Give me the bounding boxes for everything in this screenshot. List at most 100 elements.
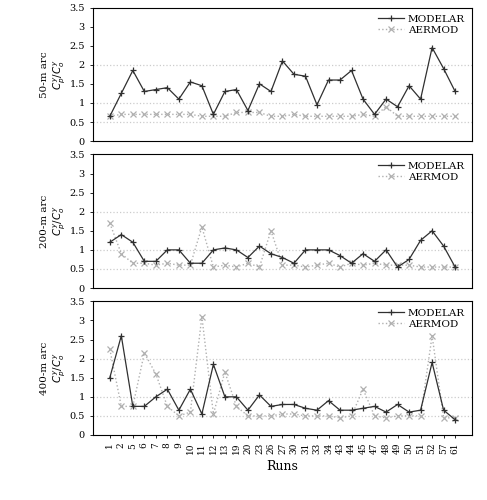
MODELAR [314, 102, 320, 108]
AERMOD [245, 110, 251, 116]
AERMOD [268, 114, 274, 119]
MODELAR [199, 82, 205, 88]
AERMOD [141, 112, 147, 117]
AERMOD [118, 112, 124, 117]
AERMOD [141, 260, 147, 266]
AERMOD [176, 112, 182, 117]
AERMOD [441, 264, 447, 270]
AERMOD [118, 404, 124, 409]
MODELAR [233, 247, 239, 253]
MODELAR [118, 232, 124, 237]
AERMOD [302, 413, 308, 419]
AERMOD [210, 411, 216, 417]
MODELAR [176, 96, 182, 102]
MODELAR [187, 386, 193, 392]
AERMOD [337, 264, 343, 270]
AERMOD [441, 415, 447, 421]
MODELAR [383, 96, 389, 102]
AERMOD [222, 114, 228, 119]
MODELAR [372, 112, 377, 117]
MODELAR [233, 86, 239, 92]
MODELAR [406, 82, 412, 88]
AERMOD [233, 110, 239, 116]
MODELAR [418, 407, 424, 413]
MODELAR [280, 402, 285, 407]
AERMOD [165, 112, 170, 117]
AERMOD [429, 333, 435, 339]
AERMOD [349, 413, 355, 419]
Y-axis label: 400-m arc
$C_p^y/C_o^y$: 400-m arc $C_p^y/C_o^y$ [39, 342, 67, 395]
AERMOD [153, 371, 159, 377]
AERMOD [360, 262, 366, 268]
MODELAR [130, 239, 136, 245]
MODELAR [257, 243, 262, 249]
MODELAR [291, 72, 297, 78]
AERMOD [302, 114, 308, 119]
MODELAR [141, 88, 147, 94]
AERMOD [130, 112, 136, 117]
AERMOD [245, 260, 251, 266]
AERMOD [314, 413, 320, 419]
AERMOD [452, 114, 458, 119]
MODELAR [394, 402, 400, 407]
MODELAR [429, 44, 435, 51]
AERMOD [429, 264, 435, 270]
MODELAR [222, 245, 228, 251]
AERMOD [222, 262, 228, 268]
AERMOD [257, 264, 262, 270]
MODELAR [360, 406, 366, 411]
MODELAR [222, 394, 228, 400]
MODELAR [418, 96, 424, 102]
MODELAR [337, 77, 343, 83]
MODELAR [291, 402, 297, 407]
AERMOD [452, 264, 458, 270]
AERMOD [153, 112, 159, 117]
Legend: MODELAR, AERMOD: MODELAR, AERMOD [375, 12, 467, 37]
AERMOD [418, 413, 424, 419]
MODELAR [199, 260, 205, 266]
MODELAR [210, 362, 216, 368]
MODELAR [118, 333, 124, 339]
AERMOD [314, 262, 320, 268]
AERMOD [107, 346, 112, 352]
Line: AERMOD: AERMOD [107, 104, 458, 119]
AERMOD [280, 114, 285, 119]
AERMOD [441, 114, 447, 119]
AERMOD [268, 413, 274, 419]
AERMOD [141, 350, 147, 356]
MODELAR [165, 386, 170, 392]
AERMOD [118, 250, 124, 256]
MODELAR [406, 256, 412, 262]
MODELAR [441, 407, 447, 413]
Legend: MODELAR, AERMOD: MODELAR, AERMOD [375, 306, 467, 331]
Line: AERMOD: AERMOD [107, 314, 458, 420]
MODELAR [199, 411, 205, 417]
MODELAR [130, 68, 136, 73]
AERMOD [326, 114, 332, 119]
MODELAR [349, 260, 355, 266]
AERMOD [452, 415, 458, 421]
AERMOD [153, 262, 159, 268]
AERMOD [245, 413, 251, 419]
AERMOD [176, 262, 182, 268]
AERMOD [233, 264, 239, 270]
MODELAR [268, 88, 274, 94]
AERMOD [383, 415, 389, 421]
Legend: MODELAR, AERMOD: MODELAR, AERMOD [375, 160, 467, 184]
AERMOD [406, 413, 412, 419]
AERMOD [199, 224, 205, 230]
AERMOD [394, 114, 400, 119]
AERMOD [187, 112, 193, 117]
AERMOD [302, 264, 308, 270]
AERMOD [394, 413, 400, 419]
MODELAR [452, 416, 458, 422]
AERMOD [210, 114, 216, 119]
AERMOD [372, 260, 377, 266]
AERMOD [383, 104, 389, 110]
AERMOD [233, 404, 239, 409]
MODELAR [429, 360, 435, 366]
Line: MODELAR: MODELAR [107, 228, 458, 270]
MODELAR [257, 81, 262, 87]
AERMOD [349, 114, 355, 119]
MODELAR [210, 247, 216, 253]
